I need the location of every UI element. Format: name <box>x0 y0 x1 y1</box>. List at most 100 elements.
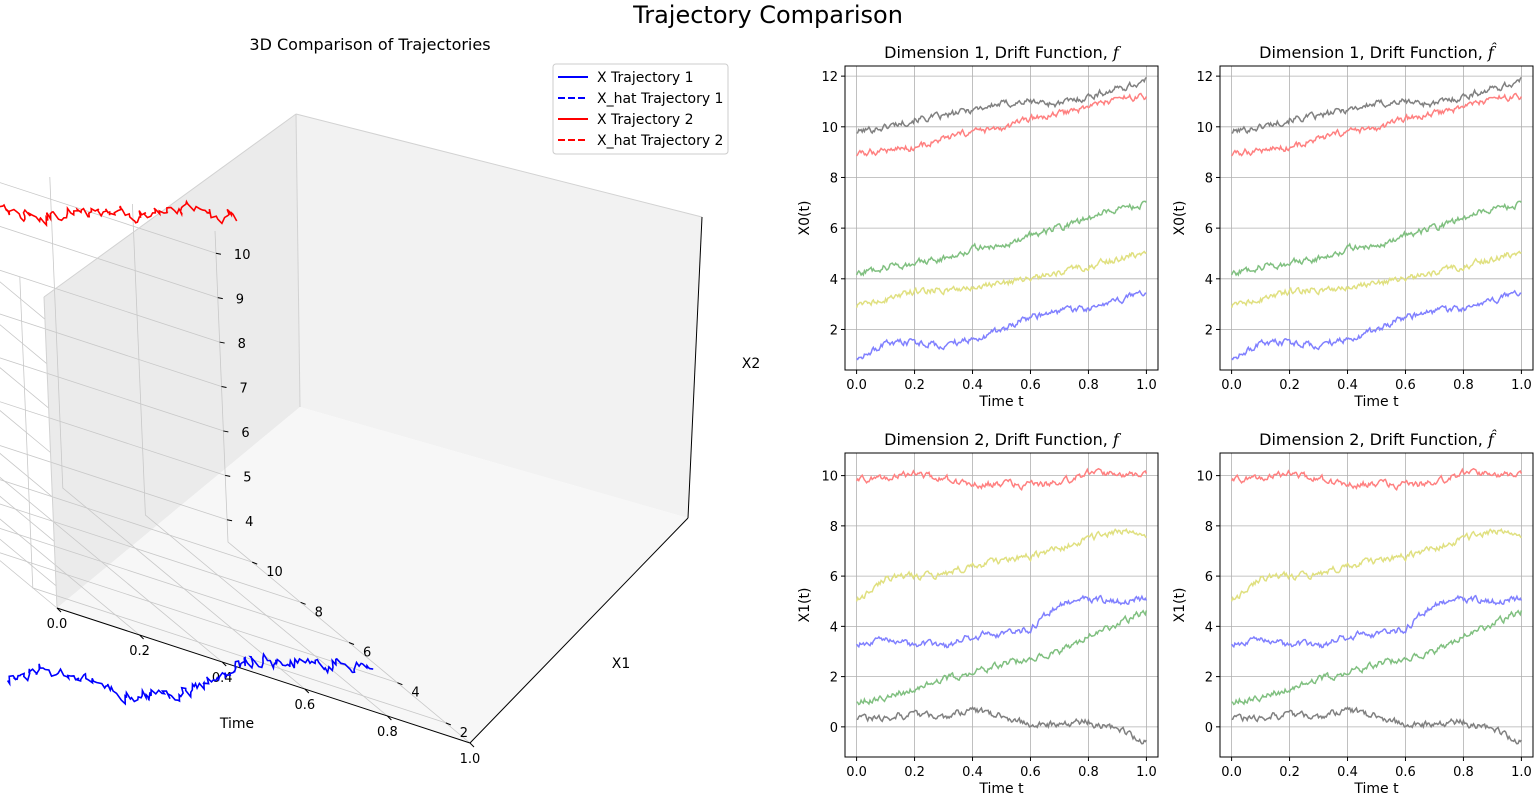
x2-tick-label: 7 <box>240 382 248 397</box>
x2-tick-label: 9 <box>236 293 244 308</box>
y-axis-label: X0(t) <box>1172 201 1188 236</box>
x-tick-label: 0.8 <box>1453 765 1474 780</box>
time-tick-label: 0.0 <box>47 617 68 632</box>
pane-edges <box>43 113 703 609</box>
x2-tick <box>215 252 222 255</box>
plot-frame <box>1219 452 1534 758</box>
subplot-title-func: f̂ <box>1487 430 1497 449</box>
x1-tick-label: 4 <box>411 686 419 701</box>
x-tick-label: 0.6 <box>1020 378 1041 393</box>
trajectory-3d-1 <box>6 652 374 706</box>
back-wall <box>44 114 300 608</box>
x2-tick <box>219 341 225 344</box>
x-axis-label: Time t <box>1353 394 1399 410</box>
subplot-1: 0.0 0.2 0.4 0.6 0.8 1.0 2 4 6 8 10 12 Time t X0(t) Dim… <box>797 43 1159 410</box>
side-wall <box>296 114 702 518</box>
grid-x2-line <box>0 445 228 587</box>
x1-tick <box>252 561 258 565</box>
series-line-red <box>855 467 1148 491</box>
y-tick-label: 12 <box>1196 70 1213 85</box>
series-line-yellow <box>1230 250 1522 309</box>
panels-2d: 0.0 0.2 0.4 0.6 0.8 1.0 2 4 6 8 10 12 Time t X0(t) Dim… <box>797 43 1534 797</box>
x-tick-label: 0.8 <box>1453 378 1474 393</box>
x-tick-label: 0.4 <box>962 378 983 393</box>
subplot-3: 0.0 0.2 0.4 0.6 0.8 1.0 0 2 4 6 8 10 Time t X1(t) Dime… <box>797 430 1159 797</box>
x1-axis-line <box>469 517 689 744</box>
series-line-yellow <box>1230 527 1522 602</box>
x1-axis-label: X1 <box>612 656 631 672</box>
x-tick-label: 0.6 <box>1395 765 1416 780</box>
series-line-gray <box>856 706 1147 745</box>
subplot-4: 0.0 0.2 0.4 0.6 0.8 1.0 0 2 4 6 8 10 Time t X1(t) Dime… <box>1172 430 1534 797</box>
y-tick-label: 4 <box>1205 620 1213 635</box>
grid-x2-line <box>0 182 217 320</box>
x-tick-label: 0.6 <box>1020 765 1041 780</box>
x1-tick-label: 8 <box>315 605 323 620</box>
x-tick-label: 0.4 <box>1337 378 1358 393</box>
x-tick-label: 0.2 <box>1279 378 1300 393</box>
x1-tick-label: 6 <box>363 646 371 661</box>
legend-label-2: X_hat Trajectory 1 <box>597 91 723 107</box>
x-axis-label: Time t <box>1353 781 1399 797</box>
subplot-title-func: f <box>1112 430 1122 449</box>
edge-back-top <box>43 113 297 298</box>
x-tick-label: 1.0 <box>1136 765 1157 780</box>
y-tick-label: 2 <box>1205 323 1213 338</box>
subplot-title: Dimension 2, Drift Function, f̂ <box>1259 430 1497 449</box>
x-tick-label: 0.0 <box>846 378 867 393</box>
legend-label-3: X Trajectory 2 <box>597 112 694 128</box>
grid-x2-line <box>0 226 218 364</box>
panel-3d-title: 3D Comparison of Trajectories <box>249 35 490 54</box>
series-line-blue <box>856 289 1147 361</box>
y-tick-label: 0 <box>830 721 838 736</box>
x-tick-label: 0.2 <box>904 765 925 780</box>
time-tick-label: 1.0 <box>460 752 481 767</box>
subplot-title: Dimension 2, Drift Function, f <box>884 430 1122 449</box>
x2-tick-label: 4 <box>245 515 253 530</box>
plot-frame <box>844 452 1159 758</box>
x2-tick <box>217 297 223 300</box>
y-tick-label: 2 <box>830 671 838 686</box>
y-tick-label: 4 <box>830 273 838 288</box>
x2-axis-line <box>687 216 703 519</box>
legend-label-1: X Trajectory 1 <box>597 70 694 86</box>
series-line-gray <box>1231 76 1522 135</box>
x-axis-label: Time t <box>978 781 1024 797</box>
time-tick-label: 0.6 <box>294 698 315 713</box>
subplot-2: 0.0 0.2 0.4 0.6 0.8 1.0 2 4 6 8 10 12 Time t X0(t) Dim… <box>1172 43 1534 410</box>
series-line-gray <box>856 76 1147 135</box>
series-line-gray <box>1231 706 1522 745</box>
x2-tick-label: 6 <box>241 426 249 441</box>
subplot-title-text: Dimension 1, Drift Function, <box>1259 43 1488 62</box>
time-axis-line <box>56 607 471 744</box>
x1-tick <box>300 601 306 605</box>
trajectories-3d <box>0 199 374 706</box>
grid-time-line <box>0 518 140 636</box>
y-axis-label: X0(t) <box>797 201 813 236</box>
x-tick-label: 0.4 <box>1337 765 1358 780</box>
x-tick-label: 1.0 <box>1511 378 1532 393</box>
y-tick-label: 10 <box>1196 121 1213 136</box>
series-line-green <box>1230 200 1522 277</box>
x-tick-label: 0.8 <box>1078 765 1099 780</box>
grid-time-line <box>214 230 471 744</box>
x1-tick-label: 2 <box>460 726 468 741</box>
series-line-red <box>1231 92 1523 157</box>
grid-x2-line <box>0 401 226 542</box>
y-tick-label: 10 <box>821 470 838 485</box>
x-tick-label: 0.2 <box>904 378 925 393</box>
x-tick-label: 0.0 <box>1221 378 1242 393</box>
y-tick-label: 2 <box>1205 671 1213 686</box>
grid-x1-line <box>0 552 398 684</box>
grid-x1-line <box>0 527 350 643</box>
y-tick-label: 4 <box>830 620 838 635</box>
time-tick-label: 0.2 <box>129 644 150 659</box>
y-tick-label: 12 <box>821 70 838 85</box>
x-tick-label: 0.4 <box>962 765 983 780</box>
subplot-title-text: Dimension 1, Drift Function, <box>884 43 1113 62</box>
time-tick <box>56 607 62 613</box>
legend-label-4: X_hat Trajectory 2 <box>597 133 723 149</box>
floor <box>57 407 688 743</box>
edge-corner <box>295 113 301 408</box>
y-axis-label: X1(t) <box>1172 588 1188 623</box>
